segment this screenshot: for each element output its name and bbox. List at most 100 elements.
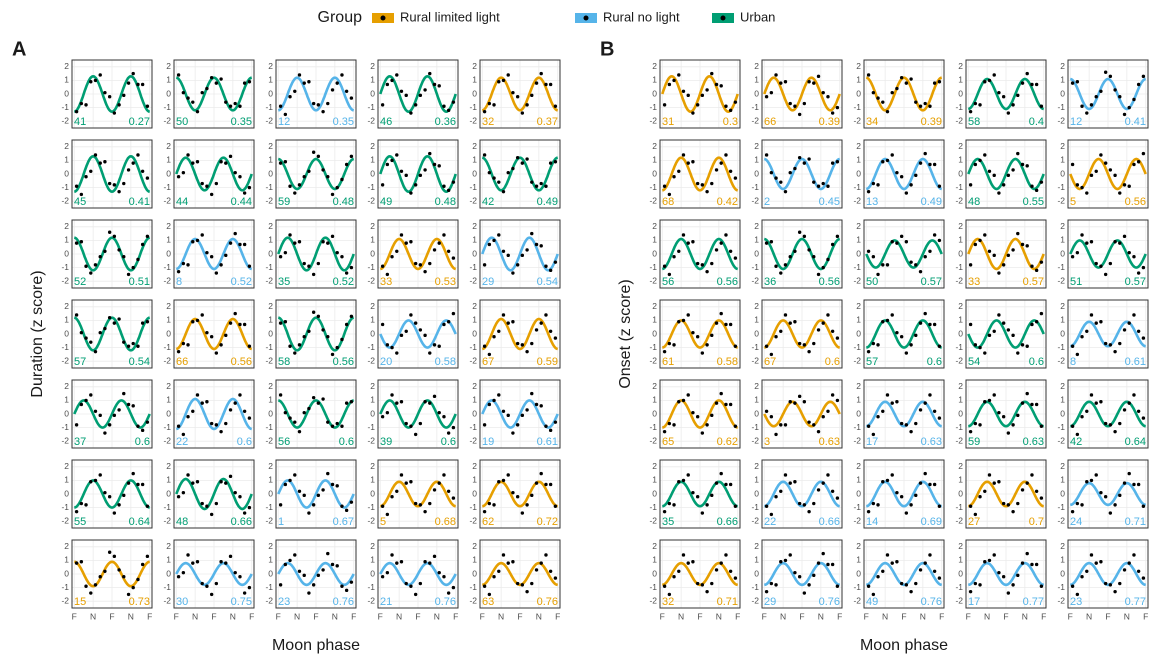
panel-border (71, 539, 153, 609)
data-point (710, 413, 714, 418)
data-point (228, 154, 233, 159)
data-point (335, 185, 339, 190)
data-point (1016, 231, 1020, 236)
data-point (1070, 344, 1075, 348)
data-point (681, 553, 686, 557)
x-tick-label: F (72, 611, 77, 621)
data-point (506, 170, 510, 175)
panel-border (1067, 539, 1149, 609)
data-point (307, 329, 311, 333)
y-tick-label: 2 (754, 541, 759, 551)
data-point (288, 95, 292, 99)
data-point (909, 183, 913, 187)
data-point (103, 569, 107, 573)
y-tick-label: 2 (268, 141, 273, 151)
data-point (973, 421, 978, 426)
data-point (506, 413, 510, 418)
data-point (140, 82, 145, 87)
y-tick-label: 1 (1060, 395, 1065, 405)
data-point (918, 568, 923, 572)
data-point (1089, 173, 1094, 178)
fit-curve (176, 76, 252, 112)
data-point (992, 329, 996, 333)
data-point (242, 511, 247, 515)
data-point (779, 423, 783, 427)
y-tick-label: 2 (856, 381, 861, 391)
data-point (326, 101, 330, 106)
data-point (335, 421, 339, 426)
data-point (145, 104, 150, 108)
data-point (482, 263, 487, 267)
data-point (1127, 184, 1131, 188)
data-point (423, 88, 427, 92)
data-point (899, 75, 904, 80)
data-point (214, 181, 219, 186)
x-tick-label: N (882, 611, 888, 621)
data-point (544, 184, 548, 188)
panel-border (377, 379, 459, 449)
data-point (501, 478, 506, 483)
data-point (205, 250, 209, 255)
data-point (515, 495, 520, 499)
correlation-value: 0.66 (819, 516, 840, 528)
y-tick-label: 1 (64, 155, 69, 165)
participant-id: 50 (176, 116, 188, 128)
data-point (181, 170, 186, 175)
correlation-value: 0.44 (231, 196, 252, 208)
data-point (205, 330, 209, 335)
data-point (316, 154, 321, 159)
data-point (807, 349, 811, 354)
data-point (700, 351, 705, 355)
y-tick-label: -1 (469, 582, 477, 592)
data-point (983, 351, 987, 355)
data-point (311, 503, 316, 507)
y-tick-label: 0 (958, 168, 963, 178)
y-tick-label: -2 (163, 435, 171, 445)
data-point (136, 82, 140, 87)
y-tick-label: -2 (469, 435, 477, 445)
correlation-value: 0.57 (921, 276, 942, 288)
data-point (344, 162, 349, 167)
data-point (482, 153, 487, 157)
data-point (520, 413, 525, 418)
y-tick-label: 0 (754, 568, 759, 578)
data-point (928, 553, 932, 557)
y-tick-label: 0 (856, 568, 861, 578)
data-point (733, 100, 738, 104)
y-tick-label: -1 (163, 502, 171, 512)
fit-curve (764, 480, 840, 508)
data-point (181, 261, 186, 266)
correlation-value: 0.37 (537, 116, 558, 128)
data-point (126, 592, 131, 597)
data-point (399, 233, 404, 237)
data-point (548, 428, 553, 433)
panel-border (173, 59, 255, 129)
data-point (830, 329, 835, 333)
y-tick-label: -1 (649, 582, 657, 592)
data-point (553, 336, 558, 340)
panel-border (71, 379, 153, 449)
y-tick-label: 2 (958, 61, 963, 71)
data-point (1132, 255, 1136, 259)
data-point (724, 322, 728, 327)
data-point (719, 161, 723, 165)
y-tick-label: 2 (1060, 221, 1065, 231)
y-tick-label: -2 (955, 515, 963, 525)
correlation-value: 0.42 (717, 196, 738, 208)
data-point (973, 343, 978, 347)
y-tick-label: 1 (856, 555, 861, 565)
fit-curve (968, 400, 1044, 428)
data-point (914, 421, 918, 426)
data-point (932, 162, 937, 167)
data-point (904, 240, 909, 244)
data-point (769, 90, 774, 95)
data-point (117, 568, 121, 572)
data-point (1136, 329, 1141, 333)
data-point (1113, 503, 1117, 507)
data-point (807, 248, 811, 252)
